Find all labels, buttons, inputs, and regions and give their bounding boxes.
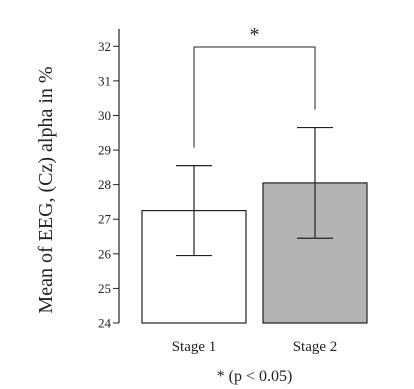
y-axis-label: Mean of EEG, (Cz) alpha in % bbox=[35, 66, 57, 313]
y-tick-label-24: 24 bbox=[98, 316, 112, 331]
y-tick-label-32: 32 bbox=[98, 39, 111, 54]
y-tick-label-30: 30 bbox=[98, 108, 111, 123]
error-bars bbox=[176, 126, 333, 257]
y-tick-label-29: 29 bbox=[98, 143, 111, 158]
significance-note: * (p < 0.05) bbox=[217, 368, 293, 385]
y-tick-label-27: 27 bbox=[98, 212, 112, 227]
category-label-1: Stage 1 bbox=[172, 339, 217, 355]
category-labels: Stage 1 Stage 2 bbox=[172, 339, 338, 355]
y-tick-label-25: 25 bbox=[98, 281, 111, 296]
category-label-2: Stage 2 bbox=[293, 339, 338, 355]
bars bbox=[141, 182, 368, 324]
y-tick-label-26: 26 bbox=[98, 246, 112, 261]
y-axis-ticks: 24 25 26 27 28 29 30 31 32 bbox=[98, 39, 119, 331]
y-tick-label-31: 31 bbox=[98, 73, 111, 88]
y-tick-label-28: 28 bbox=[98, 177, 111, 192]
significance-bracket bbox=[193, 46, 316, 148]
significance-marker: * bbox=[250, 24, 260, 46]
